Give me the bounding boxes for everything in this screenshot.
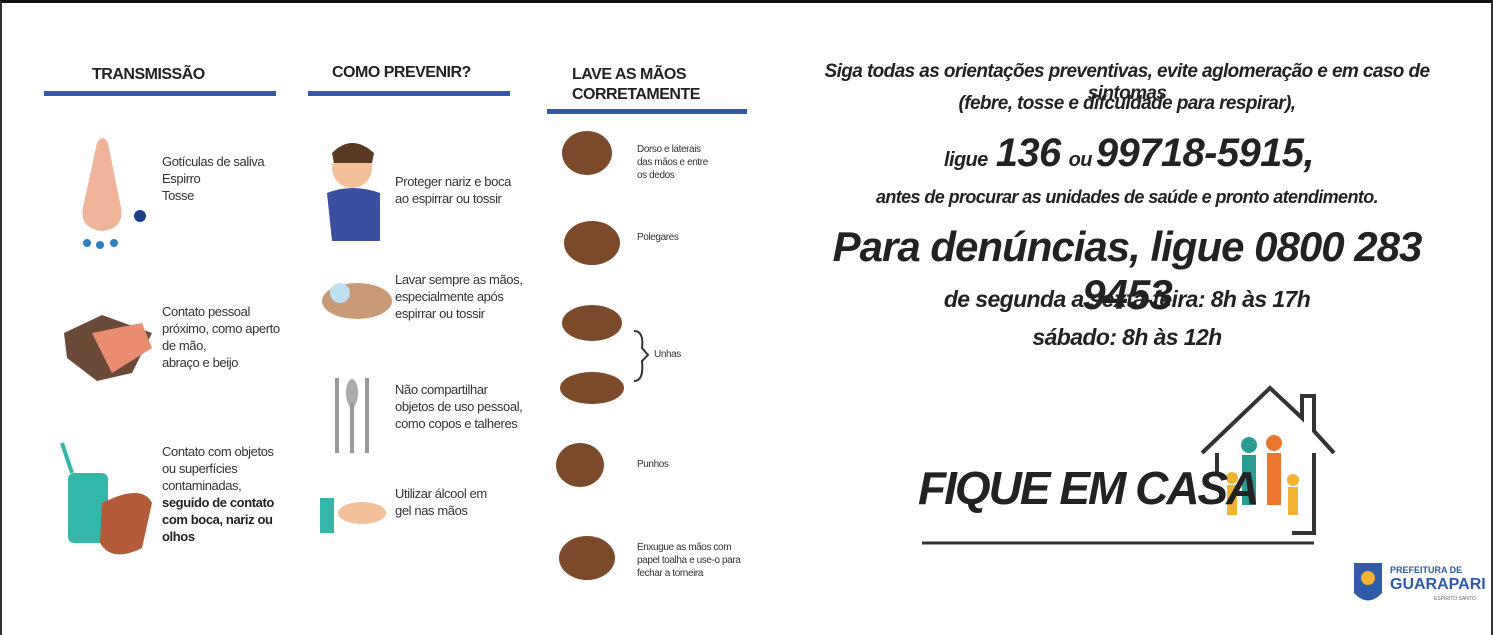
section-title-line: COMO PREVENIR? [332, 63, 471, 83]
hours: de segunda a sexta-feira: 8h às 17h [792, 286, 1462, 313]
item-line: Gotículas de saliva [162, 153, 264, 170]
sneeze-icon [327, 143, 380, 241]
item-line: Dorso e laterais [637, 143, 708, 156]
item-line: gel nas mãos [395, 502, 487, 519]
item-line: como copos e talheres [395, 415, 522, 432]
body: TRANSMISSÃO Gotículas de salivaEspirroTos… [0, 0, 1493, 635]
logo-line: GUARAPARI [1390, 576, 1486, 594]
item-line: ou superfícies [162, 460, 274, 477]
logo-line: ESPÍRITO SANTO [1434, 596, 1476, 602]
item-line: Punhos [637, 458, 669, 471]
item-line: das mãos e entre [637, 156, 708, 169]
item-text: Polegares [637, 231, 678, 244]
poster: TRANSMISSÃO Gotículas de salivaEspirroTos… [0, 0, 1493, 635]
item-line: contaminadas, [162, 477, 274, 494]
call-part: 99718-5915 [1096, 131, 1304, 175]
hours: sábado: 8h às 12h [792, 324, 1462, 351]
item-line: Contato com objetos [162, 443, 274, 460]
nose-icon [82, 138, 146, 249]
item-line: Tosse [162, 187, 264, 204]
item-line: de mão, [162, 337, 280, 354]
item-bold-line: olhos [162, 528, 274, 545]
item-line: Contato pessoal [162, 303, 280, 320]
item-line: fechar a torneira [637, 567, 740, 580]
item-bold-line: seguido de contato [162, 494, 274, 511]
call-part: ligue [944, 149, 988, 171]
item-line: Polegares [637, 231, 678, 244]
section-underline [44, 91, 276, 96]
item-line: os dedos [637, 169, 708, 182]
item-line: papel toalha e use-o para [637, 554, 740, 567]
message-line: antes de procurar as unidades de saúde e… [792, 187, 1462, 208]
item-line: ao espirrar ou tossir [395, 190, 511, 207]
cutlery-icon [335, 378, 369, 453]
sanitizer-icon [320, 498, 386, 533]
section-title: COMO PREVENIR? [332, 63, 471, 83]
objects-icon [62, 443, 152, 554]
handwash-icon [322, 283, 392, 319]
wash-steps-icons [556, 131, 648, 580]
section-underline [308, 91, 510, 96]
call-part: 136 [996, 131, 1061, 175]
message-line: (febre, tosse e difculdade para respirar… [792, 93, 1462, 115]
section-title-line: LAVE AS MÃOS [572, 65, 700, 85]
item-line: objetos de uso pessoal, [395, 398, 522, 415]
item-text: Unhas [654, 348, 681, 361]
page: Fique em casa {"sections":[ {"title":["T… [0, 0, 1493, 635]
item-line: especialmente após [395, 288, 522, 305]
call-part: , [1303, 131, 1314, 175]
call-part: ou [1069, 149, 1092, 171]
item-line: Espirro [162, 170, 264, 187]
item-line: Lavar sempre as mãos, [395, 271, 522, 288]
section-title-line: TRANSMISSÃO [92, 65, 205, 85]
item-line: Não compartilhar [395, 381, 522, 398]
logo-emblem [1354, 563, 1382, 601]
item-line: Enxugue as mãos com [637, 541, 740, 554]
item-line: Proteger nariz e boca [395, 173, 511, 190]
item-line: abraço e beijo [162, 354, 280, 371]
logo-line: PREFEITURA DE [1390, 565, 1462, 575]
item-text: Punhos [637, 458, 669, 471]
item-line: Unhas [654, 348, 681, 361]
section-title-line: CORRETAMENTE [572, 85, 700, 105]
slogan: FIQUE EM CASA [918, 461, 1257, 515]
section-underline [547, 109, 747, 114]
item-line: espirrar ou tossir [395, 305, 522, 322]
item-line: próximo, como aperto [162, 320, 280, 337]
item-line: Utilizar álcool em [395, 485, 487, 502]
item-bold-line: com boca, nariz ou [162, 511, 274, 528]
handshake-icon [64, 315, 152, 381]
section-title: TRANSMISSÃO [92, 65, 205, 85]
